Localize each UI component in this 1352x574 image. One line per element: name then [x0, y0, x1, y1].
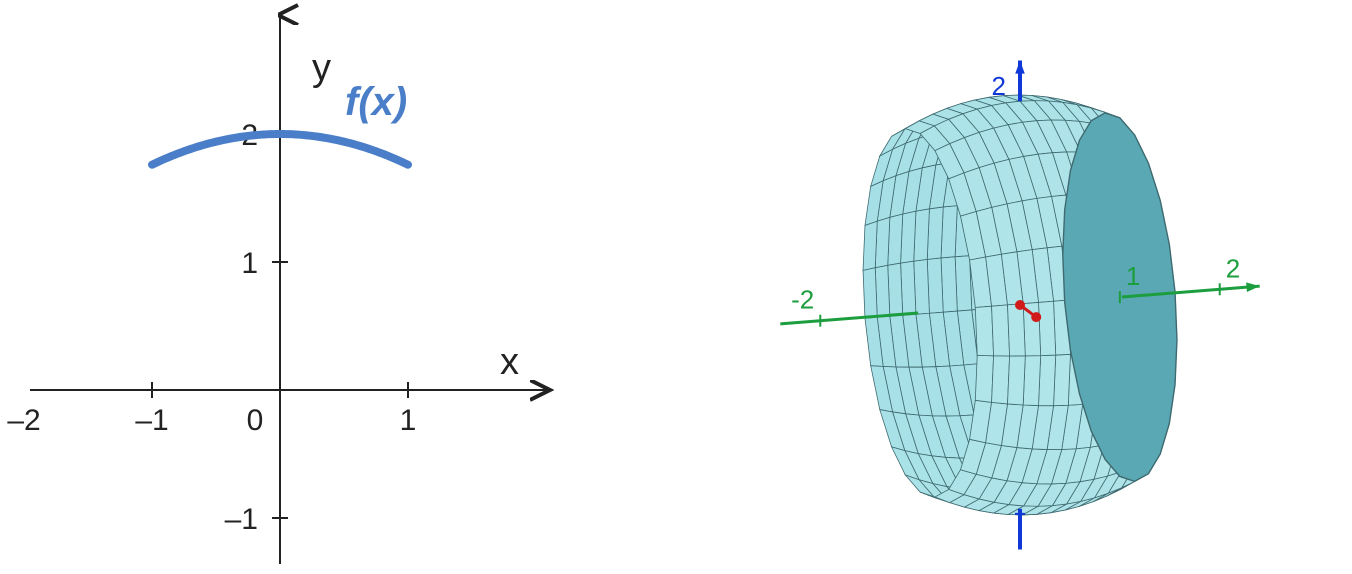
x-tick-label: 0 — [247, 404, 264, 437]
z-tick-label-3d: 2 — [992, 71, 1006, 101]
surface-quad — [992, 305, 1010, 356]
y-tick-label: 1 — [241, 247, 258, 280]
surface-quad — [955, 256, 972, 311]
x-axis-label: x — [500, 341, 519, 383]
x-tick-label-3d: -2 — [791, 285, 814, 315]
surface-quad — [927, 258, 943, 313]
surface-quad — [1039, 355, 1056, 406]
axis-arrow-head — [1015, 60, 1025, 73]
surface-quad — [888, 263, 903, 316]
x-tick-label: 1 — [400, 404, 417, 437]
surface-quad — [927, 207, 943, 259]
surface-quad — [941, 257, 957, 312]
surface-quad — [863, 268, 877, 319]
y-axis-dot — [1015, 300, 1025, 310]
surface-quad — [1008, 304, 1026, 356]
surface-quad — [863, 221, 877, 270]
x-tick-label-3d: 1 — [1126, 261, 1140, 291]
x-tick-label: –1 — [135, 404, 168, 437]
y-axis-label: y — [312, 47, 331, 89]
x-tick-label-3d: 2 — [1226, 253, 1240, 283]
surface-quad — [901, 261, 916, 315]
surface-quad — [975, 306, 993, 356]
surface-quad — [1054, 354, 1071, 405]
surface-quad — [992, 356, 1010, 404]
x-tick-label: –2 — [7, 404, 40, 437]
surface-quad — [914, 259, 930, 314]
plot-3d-solid: -2 1 2 2 — [720, 10, 1320, 560]
plot-2d: –2–10121–1xyf(x) — [0, 0, 600, 574]
surface-quad — [1023, 356, 1041, 406]
surface-quad — [975, 355, 993, 402]
y-axis-dot — [1031, 312, 1041, 322]
function-label: f(x) — [345, 80, 407, 124]
surface-quad — [941, 206, 957, 258]
surface-quad — [875, 265, 890, 317]
y-tick-label: –1 — [225, 503, 258, 536]
surface-quad — [1039, 301, 1056, 355]
surface-quad — [914, 209, 930, 261]
surface-quad — [1008, 356, 1026, 405]
